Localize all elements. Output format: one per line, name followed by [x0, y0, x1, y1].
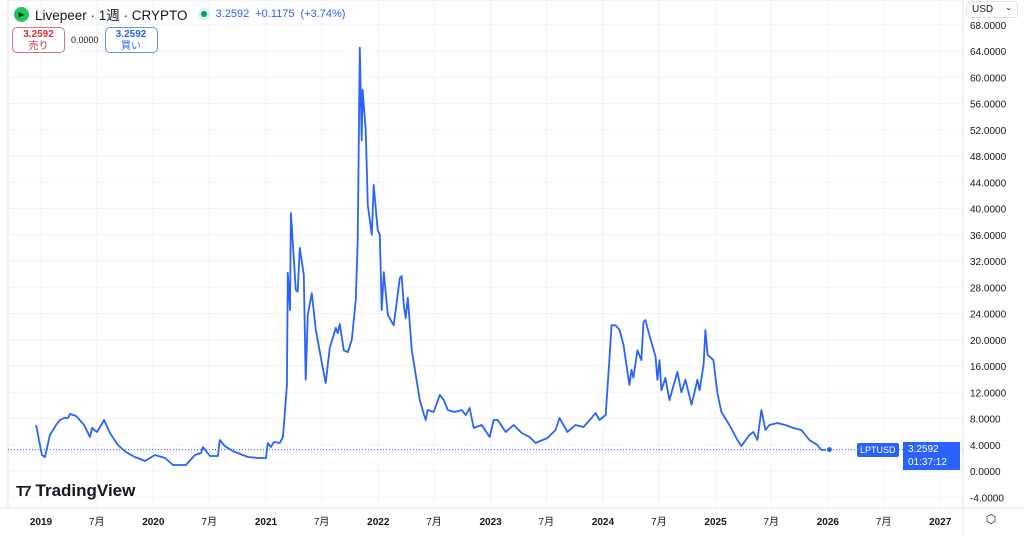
time-tick-label: 2025: [704, 517, 727, 528]
price-tick-label: 12.0000: [970, 388, 1007, 399]
price-line: [35, 46, 830, 466]
time-tick-label: 7月: [314, 516, 330, 528]
price-tick-label: 44.0000: [970, 178, 1007, 189]
time-tick-label: 7月: [89, 516, 105, 528]
trade-panel: 3.2592 売り 0.0000 3.2592 買い: [12, 27, 158, 53]
time-tick-label: 2020: [142, 517, 165, 528]
tradingview-logo[interactable]: T7 TradingView: [16, 481, 135, 501]
last-price-label: 3.2592 01:37:12: [903, 442, 960, 470]
sell-label: 売り: [28, 41, 49, 52]
price-tick-label: 0.0000: [970, 467, 1001, 478]
price-tick-label: 56.0000: [970, 100, 1007, 111]
price-tick-label: 36.0000: [970, 231, 1007, 242]
price-tick-label: 16.0000: [970, 362, 1007, 373]
brand-name: TradingView: [35, 481, 136, 500]
price-change: +0.1175: [255, 8, 295, 20]
sell-price: 3.2592: [23, 29, 54, 40]
symbol-title[interactable]: Livepeer · 1週 · CRYPTO: [35, 8, 188, 23]
price-tick-label: 24.0000: [970, 310, 1007, 321]
time-tick-label: 7月: [763, 516, 779, 528]
currency-label: USD: [972, 4, 994, 15]
time-tick-label: 2023: [479, 517, 502, 528]
time-tick-label: 7月: [539, 516, 555, 528]
price-tick-label: 52.0000: [970, 126, 1007, 137]
time-tick-label: 2026: [817, 517, 840, 528]
price-tick-label: 32.0000: [970, 257, 1007, 268]
buy-label: 買い: [121, 41, 142, 52]
last-price-value: 3.2592: [908, 444, 939, 455]
price-tick-label: 68.0000: [970, 21, 1007, 32]
time-tick-label: 7月: [426, 516, 442, 528]
currency-select[interactable]: USD ⌄: [966, 1, 1018, 18]
livepeer-logo-icon: ▶: [14, 6, 29, 22]
price-change-pct: (+3.74%): [300, 8, 346, 20]
settings-gear-icon[interactable]: ⬡: [985, 512, 997, 526]
time-tick-label: 2019: [30, 517, 53, 528]
tradingview-logo-icon: T7: [16, 482, 31, 500]
bar-countdown: 01:37:12: [908, 457, 947, 468]
price-tick-label: 48.0000: [970, 152, 1007, 163]
market-open-dot-icon: [197, 8, 210, 20]
price-axis[interactable]: 68.0000 64.0000 60.0000 56.0000 52.0000 48.00…: [970, 21, 1007, 505]
price-tick-label: 60.0000: [970, 73, 1007, 84]
price-tick-label: 8.0000: [970, 415, 1001, 426]
price-tick-label: 40.0000: [970, 205, 1007, 216]
last-price: 3.2592: [215, 8, 250, 20]
time-axis[interactable]: 2019 7月 2020 7月 2021 7月 2022 7月 2023 7月 2024 7月 2025…: [30, 516, 952, 528]
time-tick-label: 7月: [651, 516, 667, 528]
price-tick-label: 28.0000: [970, 283, 1007, 294]
spread: 0.0000: [71, 35, 99, 45]
price-series: [35, 46, 833, 466]
price-tick-label: -4.0000: [970, 493, 1004, 504]
chevron-down-icon: ⌄: [1005, 3, 1012, 12]
price-tick-label: 20.0000: [970, 336, 1007, 347]
sell-button[interactable]: 3.2592 売り: [12, 27, 65, 53]
buy-button[interactable]: 3.2592 買い: [104, 27, 158, 53]
time-tick-label: 2022: [367, 517, 390, 528]
time-tick-label: 7月: [202, 516, 218, 528]
last-point-marker: [825, 446, 833, 454]
time-tick-label: 2027: [929, 517, 952, 528]
time-tick-label: 7月: [876, 516, 892, 528]
grid-lines: [8, 0, 963, 508]
symbol-header[interactable]: ▶ Livepeer · 1週 · CRYPTO 3.2592 +0.1175 …: [14, 4, 345, 24]
price-tick-label: 64.0000: [970, 47, 1007, 58]
time-tick-label: 2024: [592, 517, 615, 528]
price-tick-label: 4.0000: [970, 441, 1001, 452]
symbol-price-label: LPTUSD: [857, 443, 899, 457]
time-tick-label: 2021: [255, 517, 278, 528]
buy-price: 3.2592: [115, 29, 147, 40]
plot-area[interactable]: [7, 0, 964, 509]
